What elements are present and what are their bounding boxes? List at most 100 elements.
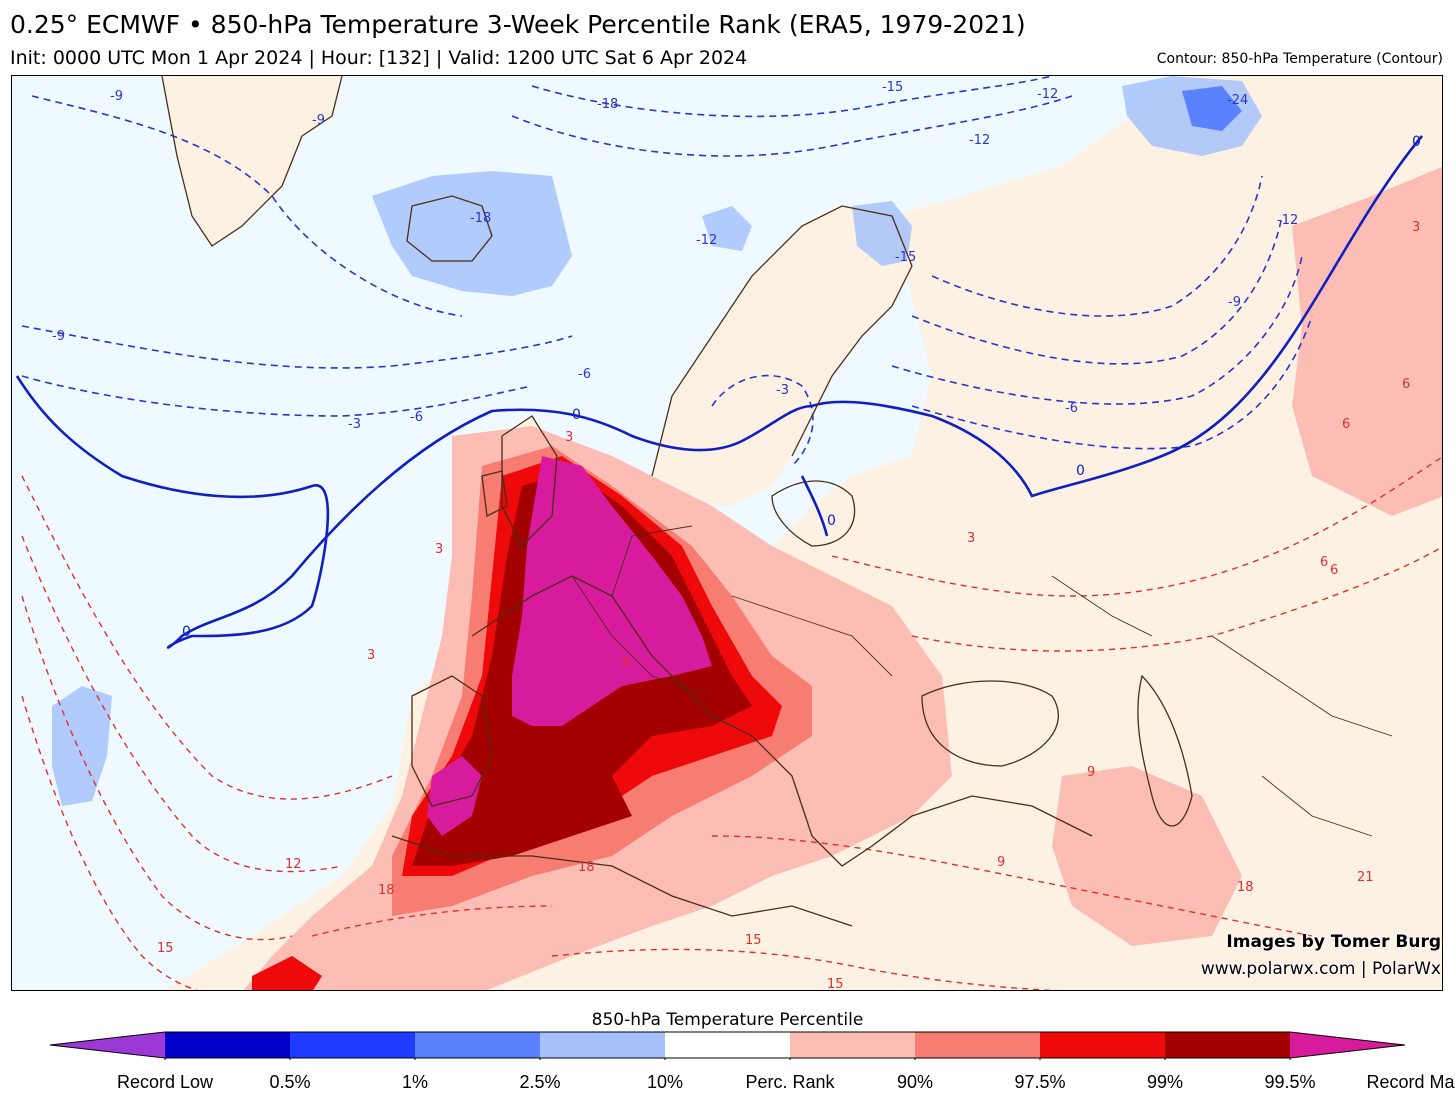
contour-m15-north — [531, 76, 1053, 118]
colorbar-segment — [665, 1032, 791, 1058]
contour-m3-scand — [711, 374, 814, 467]
contour-m3-west — [21, 375, 533, 417]
colorbar-tick-label: 1% — [401, 1072, 429, 1092]
border-lines-1 — [571, 525, 893, 697]
caspian-coast — [1137, 674, 1193, 827]
contour-label: -12 — [1037, 87, 1058, 102]
warm-contour-labels: 3 3 3 3 6 6 3 6 12 15 18 18 15 15 9 9 18… — [157, 220, 1420, 991]
contour-label: 12 — [285, 857, 302, 872]
colorbar-segment — [1165, 1032, 1291, 1058]
atlantic-cold-patch — [52, 686, 112, 806]
contour-label: -6 — [410, 410, 423, 425]
contour-p9-west — [21, 595, 293, 941]
contour-p18-south — [311, 905, 553, 937]
contour-p15-south — [551, 948, 1060, 990]
warm-90-mideast — [1052, 766, 1242, 946]
contour-label: -15 — [895, 250, 916, 265]
cold-contour-labels: -9 -9 -18 -15 -12 -18 -12 -15 -12 -24 -1… — [52, 80, 1298, 432]
colorbar-segment — [915, 1032, 1041, 1058]
contour-label: 18 — [578, 860, 595, 875]
cold-contours — [21, 76, 1313, 467]
colorbar-segment — [540, 1032, 666, 1058]
contour-label: 6 — [1330, 563, 1338, 578]
contour-p6-east — [911, 546, 1442, 652]
baltic-coast — [771, 480, 856, 547]
contour-label: 21 — [1357, 870, 1374, 885]
colorbar-segment — [165, 1032, 291, 1058]
contour-label: 15 — [745, 933, 762, 948]
contour-label: -12 — [969, 133, 990, 148]
contour-m9-east — [911, 215, 1283, 365]
colorbar-tick-label: 99.5% — [1264, 1072, 1316, 1092]
contour-label: 18 — [1237, 880, 1254, 895]
contour-label: 0 — [572, 407, 581, 423]
contour-label: 3 — [967, 531, 975, 546]
black-sea-coast — [921, 680, 1059, 767]
contour-label: 0 — [1412, 134, 1421, 150]
zero-line-main — [15, 135, 1423, 649]
colorbar-tick-label: 10% — [646, 1072, 684, 1092]
record-max-south — [427, 756, 482, 836]
contour-label: -6 — [578, 367, 591, 382]
contour-label: -18 — [470, 211, 491, 226]
contour-legend-note: Contour: 850-hPa Temperature (Contour) — [1156, 51, 1443, 67]
contour-label: -15 — [882, 80, 903, 95]
contour-label: 18 — [378, 883, 395, 898]
contour-label: -12 — [1277, 213, 1298, 228]
colorbar-segment — [790, 1032, 916, 1058]
colorbar-tick-label: 0.5% — [269, 1072, 311, 1092]
colorbar-tick-label: 97.5% — [1014, 1072, 1066, 1092]
contour-label: 6 — [1342, 417, 1350, 432]
contour-label: 0 — [1076, 463, 1085, 479]
contour-m9 — [31, 95, 463, 317]
contour-label: 3 — [435, 542, 443, 557]
warm-90-east — [1292, 166, 1442, 516]
iceland-cold-area — [372, 171, 572, 296]
contour-label: -9 — [312, 113, 325, 128]
colorbar-tick-label: 90% — [896, 1072, 934, 1092]
contour-label: 0 — [827, 513, 836, 529]
contour-label: 15 — [827, 977, 844, 991]
contour-m6 — [21, 325, 573, 369]
colorbar-tick-label: 99% — [1146, 1072, 1184, 1092]
contour-label: -6 — [1065, 401, 1078, 416]
border-lines-2 — [1051, 575, 1393, 837]
contour-label: 3 — [367, 648, 375, 663]
greenland-land — [162, 76, 342, 246]
colorbar-tick-label: Record Max — [1366, 1072, 1455, 1092]
warm-contours — [21, 456, 1442, 990]
contour-label: -24 — [1227, 93, 1248, 108]
run-info-subtitle: Init: 0000 UTC Mon 1 Apr 2024 | Hour: [1… — [10, 47, 748, 69]
iberia-coast — [411, 675, 493, 807]
warm-99-sahara — [252, 956, 322, 990]
colorbar-tick-label: 2.5% — [519, 1072, 561, 1092]
chart-title: 0.25° ECMWF • 850-hPa Temperature 3-Week… — [10, 10, 1026, 39]
contour-label: -9 — [52, 329, 65, 344]
europe-coast — [471, 575, 1093, 867]
colorbar-title: 850-hPa Temperature Percentile — [591, 1010, 864, 1030]
contour-label: 15 — [157, 941, 174, 956]
scandinavia-land — [652, 206, 912, 506]
contour-label: -3 — [348, 417, 361, 432]
kola-cold-area — [852, 201, 912, 266]
colorbar-segment — [50, 1032, 165, 1058]
contour-label: -12 — [696, 233, 717, 248]
contour-label: 6 — [1402, 377, 1410, 392]
britain-coast — [501, 415, 558, 548]
scandinavia-coast — [651, 205, 913, 477]
colorbar-segment — [1040, 1032, 1166, 1058]
ireland-coast — [481, 470, 508, 517]
credit-author: Images by Tomer Burg — [1226, 932, 1441, 952]
contour-label: -18 — [597, 97, 618, 112]
zero-contour-labels: 0 0 0 0 0 — [182, 134, 1421, 640]
north-africa-coast — [391, 835, 853, 927]
credit-website: www.polarwx.com | PolarWx — [1200, 959, 1441, 979]
contour-label: 3 — [1412, 220, 1420, 235]
contour-label: -9 — [1228, 295, 1241, 310]
contour-label: 6 — [1320, 555, 1328, 570]
contour-m3-east — [911, 315, 1313, 450]
contour-label: -3 — [776, 383, 789, 398]
colorbar-tick-label: Record Low — [116, 1072, 214, 1092]
warm-anomaly-fill — [243, 166, 1442, 990]
record-max-core — [512, 456, 712, 726]
